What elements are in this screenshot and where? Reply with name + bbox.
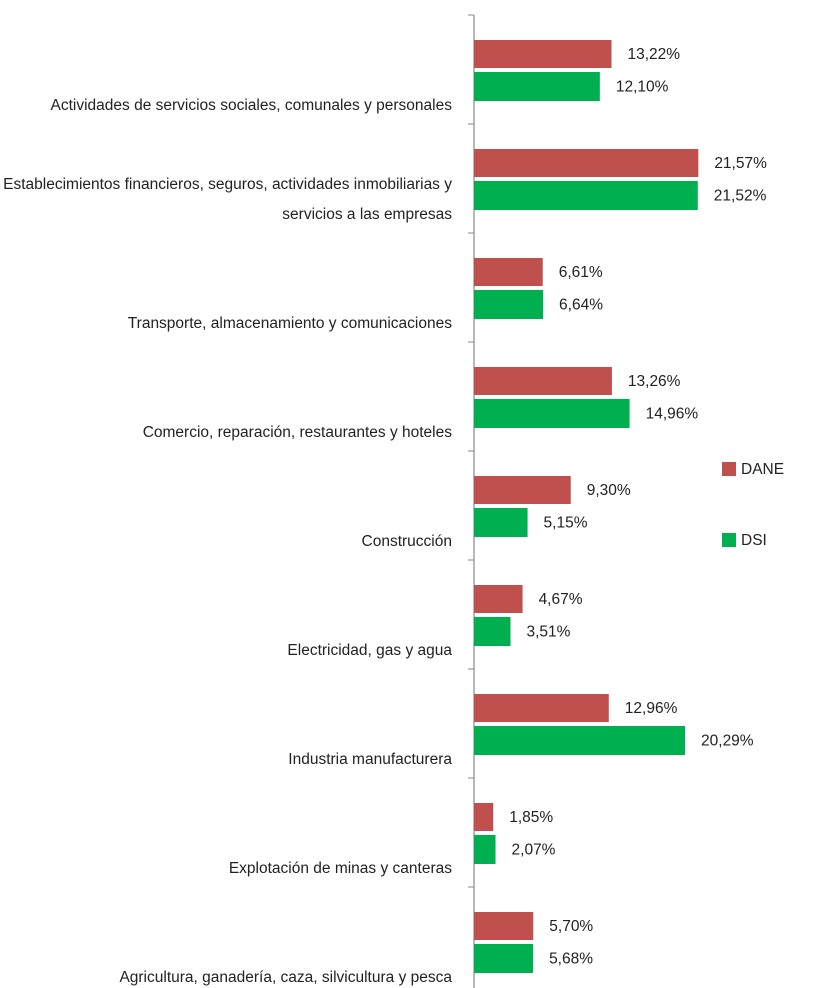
value-label: 6,61% xyxy=(559,264,603,281)
value-label: 9,30% xyxy=(587,482,631,499)
bar xyxy=(474,694,609,722)
bar xyxy=(474,726,686,755)
category-label: Industria manufacturera xyxy=(288,751,452,768)
value-label: 13,26% xyxy=(628,373,681,390)
legend-label: DANE xyxy=(741,461,784,478)
value-label: 21,57% xyxy=(714,155,767,172)
bar xyxy=(474,617,511,646)
bar xyxy=(474,835,496,864)
value-label: 3,51% xyxy=(527,624,571,641)
value-label: 21,52% xyxy=(714,188,767,205)
category-label: Transporte, almacenamiento y comunicacio… xyxy=(127,315,452,332)
category-label: Establecimientos financieros, seguros, a… xyxy=(3,176,452,223)
legend-swatch xyxy=(722,533,736,547)
category-label: Explotación de minas y canteras xyxy=(228,860,452,877)
bar xyxy=(474,290,544,319)
value-label: 2,07% xyxy=(512,842,556,859)
bar xyxy=(474,149,699,177)
bar xyxy=(474,585,523,613)
value-label: 6,64% xyxy=(559,297,603,314)
bar xyxy=(474,181,698,210)
value-label: 5,68% xyxy=(549,951,593,968)
value-label: 5,15% xyxy=(544,515,588,532)
value-label: 1,85% xyxy=(509,809,553,826)
category-label: Electricidad, gas y agua xyxy=(287,642,452,659)
category-label: Comercio, reparación, restaurantes y hot… xyxy=(142,424,452,441)
category-label: Construcción xyxy=(361,533,452,550)
bar xyxy=(474,508,528,537)
value-label: 14,96% xyxy=(646,406,699,423)
bar xyxy=(474,367,612,395)
value-label: 13,22% xyxy=(627,46,680,63)
bar xyxy=(474,399,630,428)
category-label: Agricultura, ganadería, caza, silvicultu… xyxy=(119,969,452,986)
bar xyxy=(474,72,600,101)
bar xyxy=(474,803,494,831)
value-label: 12,96% xyxy=(625,700,678,717)
bar xyxy=(474,476,571,504)
legend-label: DSI xyxy=(741,532,767,549)
category-label: Actividades de servicios sociales, comun… xyxy=(50,97,452,114)
bar xyxy=(474,944,534,973)
value-label: 4,67% xyxy=(539,591,583,608)
legend-swatch xyxy=(722,462,736,476)
bar xyxy=(474,258,543,286)
bar xyxy=(474,912,534,940)
value-label: 20,29% xyxy=(701,733,754,750)
value-label: 5,70% xyxy=(549,918,593,935)
bar xyxy=(474,40,612,68)
value-label: 12,10% xyxy=(616,79,669,96)
